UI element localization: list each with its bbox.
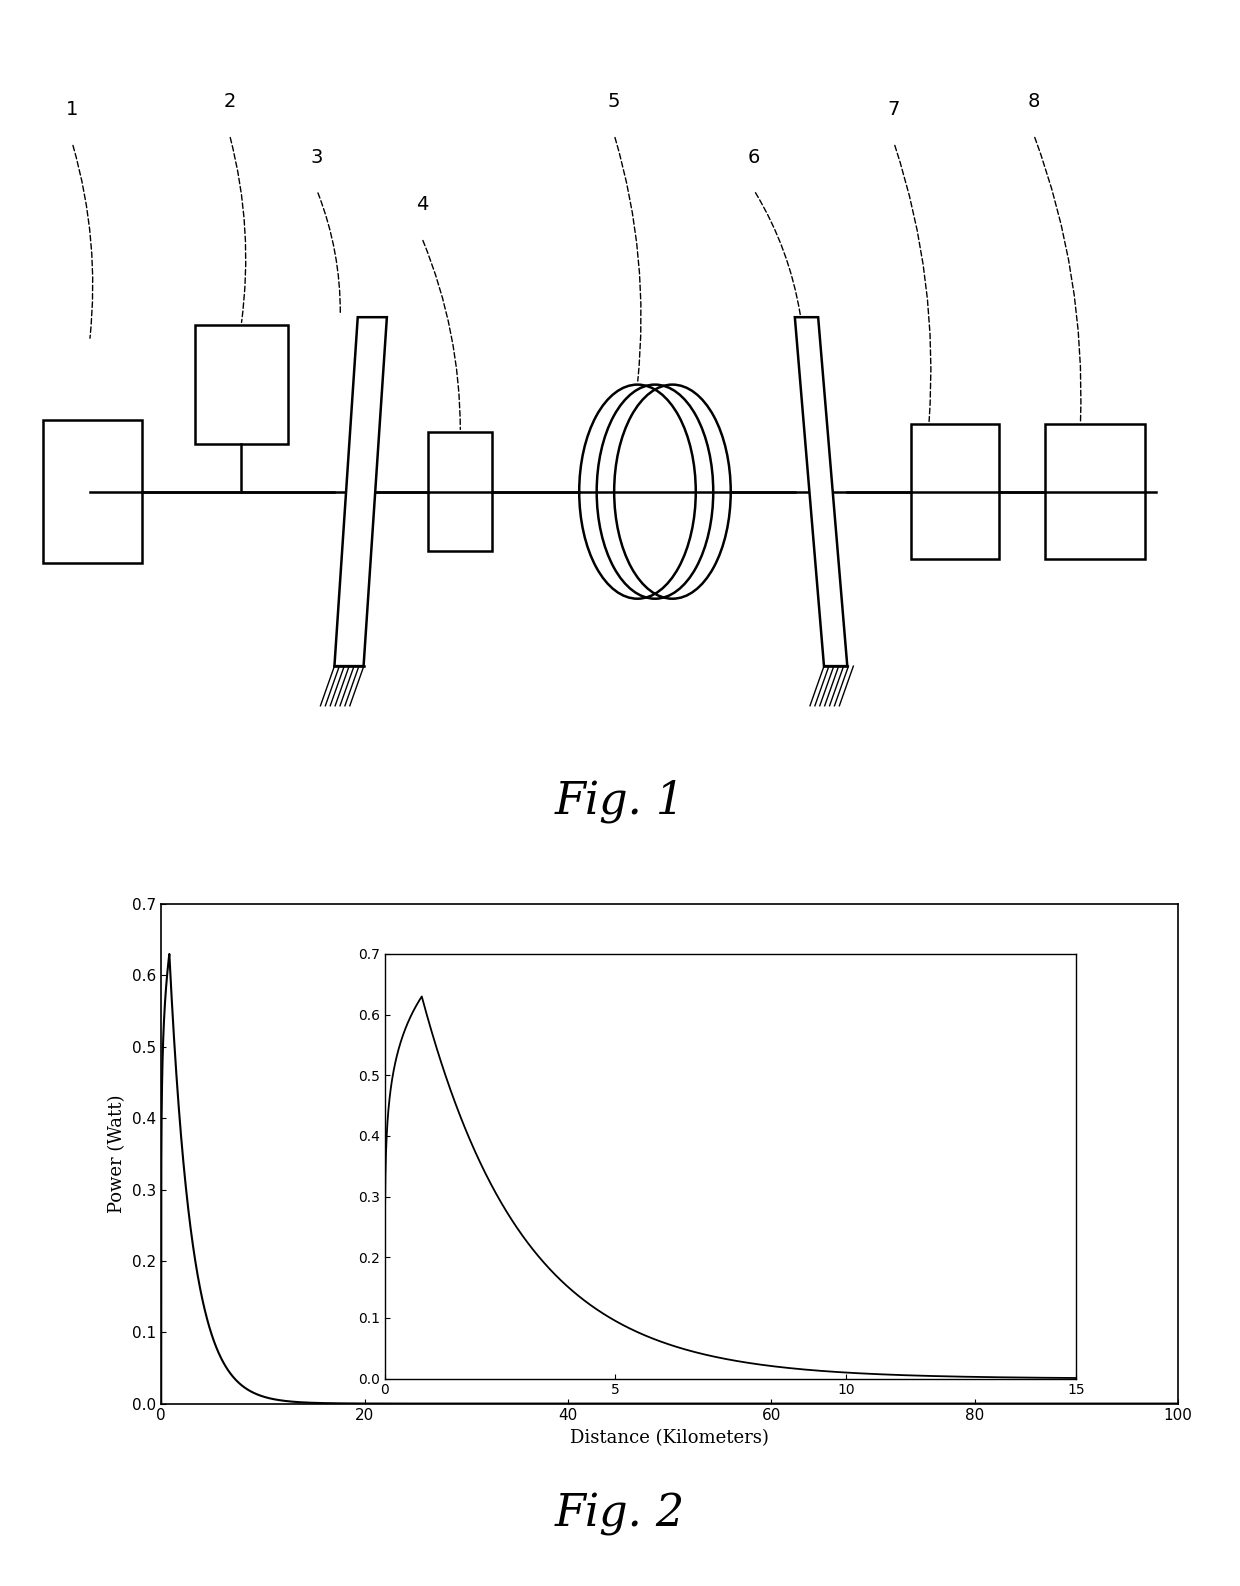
Bar	[1045, 425, 1145, 560]
Bar	[43, 420, 143, 563]
Text: 7: 7	[888, 100, 900, 119]
Bar	[195, 325, 288, 444]
Text: 6: 6	[748, 147, 760, 167]
Text: 1: 1	[66, 100, 78, 119]
X-axis label: Distance (Kilometers): Distance (Kilometers)	[570, 1429, 769, 1446]
Text: 3: 3	[311, 147, 324, 167]
Y-axis label: Power (Watt): Power (Watt)	[109, 1094, 126, 1213]
Text: 2: 2	[223, 92, 236, 111]
Bar	[428, 433, 492, 552]
Polygon shape	[795, 317, 847, 666]
Text: 4: 4	[415, 195, 428, 214]
Text: 5: 5	[608, 92, 620, 111]
Text: Fig. 2: Fig. 2	[554, 1492, 686, 1537]
Bar	[911, 425, 999, 560]
Text: 8: 8	[1028, 92, 1040, 111]
Text: Fig. 1: Fig. 1	[554, 779, 686, 823]
Polygon shape	[335, 317, 387, 666]
